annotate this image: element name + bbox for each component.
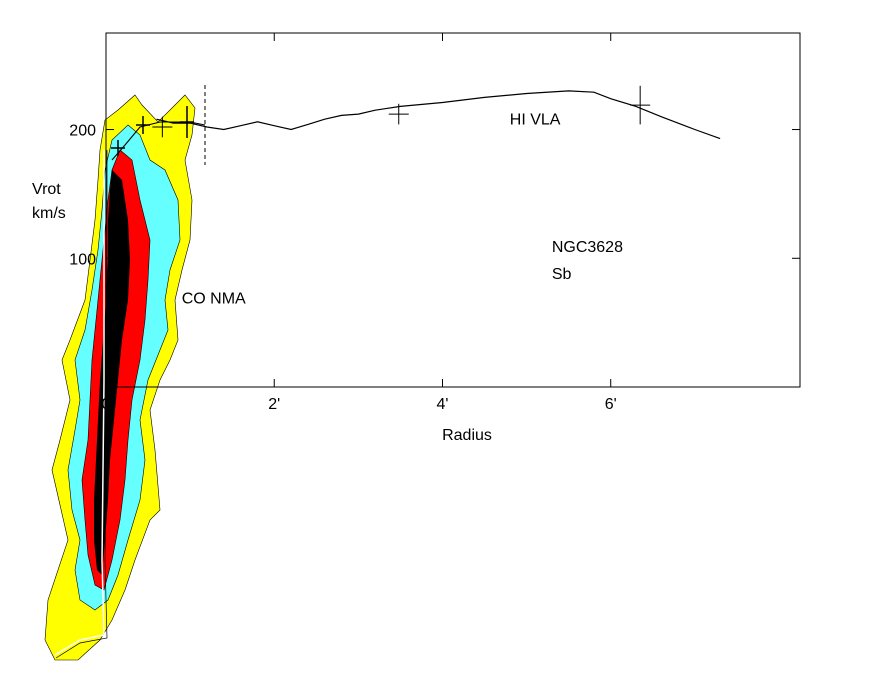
annotation-3: Sb [552,266,572,283]
co-axis-curve [54,150,105,656]
annotation-2: NGC3628 [552,239,623,256]
annotation-1: CO NMA [182,290,246,307]
annotations: HI VLA CO NMA NGC3628 Sb [182,111,623,307]
error-mark-0 [152,116,173,138]
error-mark-1 [388,103,409,125]
co-pv-diagram [44,94,196,661]
y-tick-label-1: 200 [69,123,96,140]
annotation-0: HI VLA [510,111,561,128]
x-axis-label: Radius [442,427,492,444]
co-curve-inner [111,121,206,161]
co-axis-curve-outline [55,150,108,659]
series-layer [156,90,721,140]
error-marks [111,85,651,161]
y-tick-label-0: 100 [69,251,96,268]
series-line-0 [156,90,721,140]
x-tick-label-3: 6' [605,396,617,413]
error-mark-2 [630,85,651,125]
y-axis-label-line2: km/s [32,205,66,222]
axis-tick-labels: 0 2' 4' 6' 100 200 [69,123,616,413]
x-tick-label-1: 2' [268,396,280,413]
x-tick-label-2: 4' [437,396,449,413]
axis-ticks [105,33,800,387]
y-axis-label-line1: Vrot [32,181,61,198]
plot-frame [105,32,801,388]
x-tick-label-0: 0 [102,396,111,413]
